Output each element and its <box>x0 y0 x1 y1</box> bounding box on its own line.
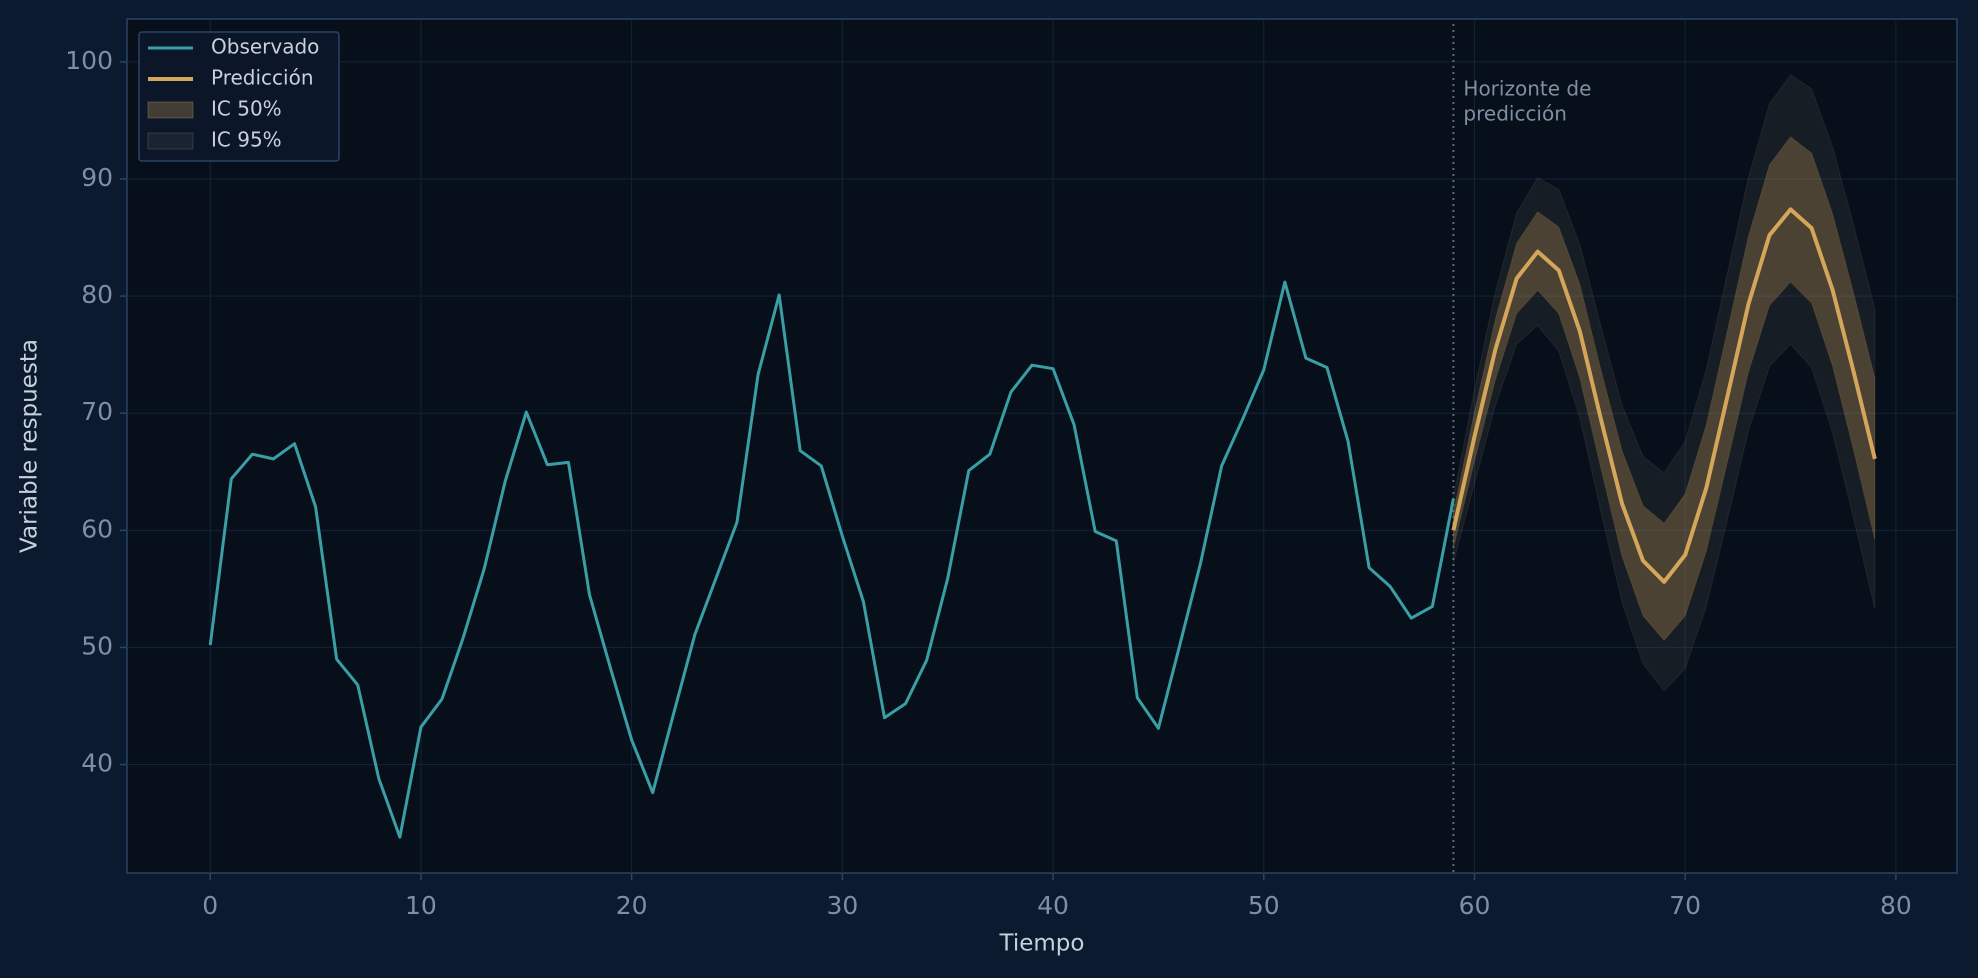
x-tick-label: 40 <box>1037 891 1069 920</box>
legend-label: Predicción <box>211 66 314 90</box>
x-axis-label: Tiempo <box>999 931 1085 957</box>
legend: Observado Predicción IC 50% IC 95% <box>138 31 340 162</box>
y-tick-label: 80 <box>81 280 113 309</box>
y-tick-label: 100 <box>65 46 113 75</box>
confidence-band <box>1452 136 1876 642</box>
y-tick-label: 90 <box>81 163 113 192</box>
x-tick-label: 70 <box>1669 891 1701 920</box>
y-tick-label: 40 <box>81 749 113 778</box>
annotation: Horizonte de <box>1463 77 1591 101</box>
y-tick-label: 60 <box>81 514 113 543</box>
y-tick-label: 70 <box>81 397 113 426</box>
x-tick-label: 30 <box>826 891 858 920</box>
series-line <box>1451 207 1877 584</box>
legend-label: IC 50% <box>211 97 282 121</box>
legend-label: Observado <box>211 35 319 59</box>
annotation: predicción <box>1463 102 1567 126</box>
y-tick-label: 50 <box>81 631 113 660</box>
legend-label: IC 95% <box>211 128 282 152</box>
x-tick-label: 20 <box>616 891 648 920</box>
x-tick-label: 10 <box>405 891 437 920</box>
series-line <box>208 280 1455 839</box>
x-tick-label: 60 <box>1459 891 1491 920</box>
legend-box <box>138 31 340 162</box>
y-axis-label: Variable respuesta <box>17 339 43 553</box>
legend-swatch <box>147 132 194 150</box>
plot-area <box>126 18 1958 874</box>
x-tick-label: 80 <box>1880 891 1912 920</box>
x-tick-label: 50 <box>1248 891 1280 920</box>
x-tick-label: 0 <box>202 891 218 920</box>
confidence-band <box>1452 74 1876 692</box>
legend-swatch <box>147 101 194 119</box>
